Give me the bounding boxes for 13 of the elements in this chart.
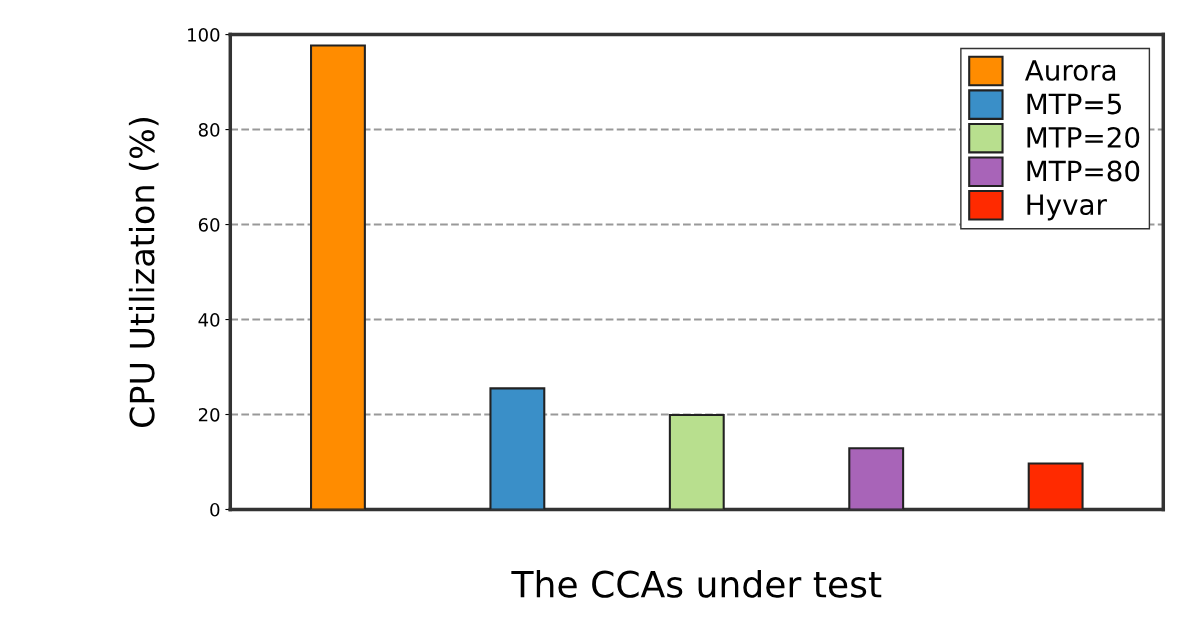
y-tick-label: 20: [198, 407, 220, 422]
legend-label: Aurora: [1024, 60, 1116, 81]
y-tick-label: 80: [198, 123, 220, 137]
y-tick-label: 40: [198, 312, 220, 327]
y-tick-label: 100: [188, 28, 220, 42]
legend-label: Hyvar: [1027, 194, 1107, 221]
y-tick-label: 60: [198, 218, 220, 232]
x-axis-title: The CCAs under test: [511, 569, 882, 598]
legend-label: MTP=20: [1027, 126, 1140, 148]
y-axis-title: CPU Utilization (%): [128, 118, 159, 427]
y-tick-label: 0: [210, 502, 220, 517]
legend-label: MTP=5: [1027, 93, 1121, 115]
legend-label: MTP=80: [1027, 160, 1140, 182]
